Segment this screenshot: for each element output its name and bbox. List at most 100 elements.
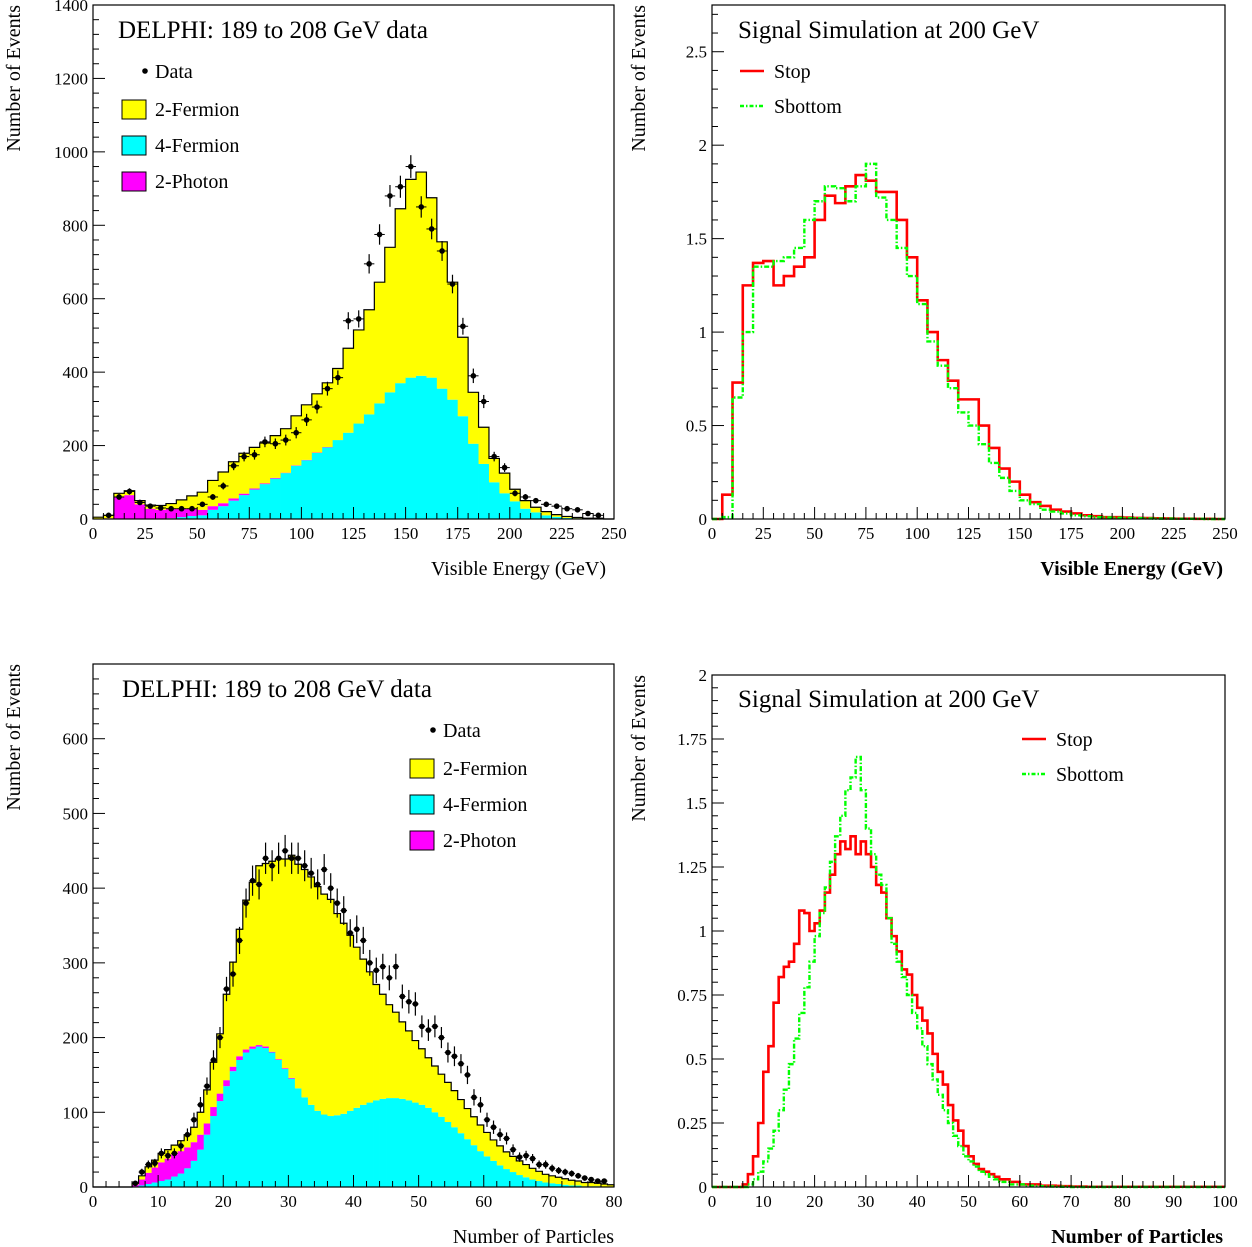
2-photon-bar — [259, 483, 271, 485]
2-fermion-bar — [346, 935, 354, 1111]
2-fermion-bar — [249, 882, 257, 1047]
2-photon-bar — [113, 496, 125, 519]
x-tick-label: 20 — [215, 1192, 232, 1211]
x-tick-label: 0 — [89, 1192, 98, 1211]
data-point — [189, 505, 195, 512]
x-tick-label: 10 — [150, 1192, 167, 1211]
4-fermion-bar — [280, 473, 292, 519]
data-point — [145, 1161, 152, 1168]
4-fermion-bar — [535, 1181, 543, 1187]
data-point — [477, 1102, 484, 1108]
y-tick-label: 0 — [80, 1178, 89, 1197]
2-photon-bar — [218, 503, 229, 507]
2-fermion-bar — [197, 492, 209, 510]
x-tick-label: 150 — [1007, 524, 1033, 543]
4-fermion-bar — [425, 1107, 433, 1187]
2-fermion-bar — [374, 282, 386, 404]
data-point — [295, 855, 301, 862]
legend-data-marker — [142, 68, 148, 74]
2-fermion-bar — [607, 1184, 615, 1187]
2-fermion-bar — [395, 208, 406, 384]
data-point — [399, 993, 406, 1000]
data-point — [562, 1169, 568, 1175]
x-tick-label: 70 — [540, 1192, 557, 1211]
x-tick-label: 250 — [1212, 524, 1238, 543]
data-point — [458, 1060, 464, 1067]
y-tick-label: 0 — [80, 510, 89, 529]
stop-histogram-line — [712, 173, 1225, 521]
2-photon-bar — [236, 1056, 244, 1060]
2-photon-bar — [275, 1059, 283, 1060]
2-fermion-bar — [392, 1012, 400, 1099]
4-fermion-bar — [366, 1102, 374, 1187]
2-photon-bar — [203, 1123, 211, 1135]
2-fermion-bar — [270, 435, 281, 478]
total-mc-outline — [92, 171, 614, 520]
x-axis-title: Number of Particles — [453, 1226, 614, 1247]
data-point — [171, 1150, 178, 1157]
2-fermion-bar — [496, 1145, 504, 1166]
2-fermion-bar — [314, 886, 322, 1111]
legend: Stop Sbottom — [1022, 729, 1124, 786]
data-point — [516, 1154, 523, 1160]
4-fermion-bar — [468, 443, 479, 519]
2-fermion-bar — [530, 507, 542, 513]
y-tick-label: 2 — [699, 136, 708, 155]
2-fermion-bar — [541, 511, 552, 516]
data-point — [397, 183, 404, 190]
x-tick-label: 10 — [755, 1192, 772, 1211]
4-fermion-bar — [171, 1176, 179, 1187]
4-fermion-bar — [229, 1071, 237, 1187]
x-tick-label: 30 — [280, 1192, 297, 1211]
2-fermion-bar — [322, 382, 334, 448]
y-tick-label: 500 — [63, 804, 89, 823]
data-point — [439, 248, 445, 254]
4-fermion-bar — [457, 416, 469, 519]
data-point — [262, 855, 269, 862]
data-point — [432, 1023, 438, 1030]
legend-swatch — [409, 794, 435, 815]
x-axis-title: Visible Energy (GeV) — [431, 558, 606, 580]
2-photon-bar — [134, 504, 146, 519]
x-tick-label: 175 — [1058, 524, 1084, 543]
x-tick-label: 225 — [549, 524, 575, 543]
data-point — [366, 261, 372, 267]
4-fermion-bar — [270, 478, 281, 519]
2-photon-bar — [228, 498, 240, 501]
2-fermion-bar — [499, 473, 511, 494]
2-fermion-bar — [581, 1182, 589, 1187]
2-fermion-bar — [483, 1132, 491, 1157]
legend-label: 4-Fermion — [443, 794, 527, 816]
data-point — [223, 986, 230, 992]
data-point — [471, 1094, 477, 1101]
4-fermion-bar — [322, 447, 334, 519]
data-point — [314, 881, 321, 888]
y-tick-label: 400 — [63, 363, 89, 382]
data-point — [132, 1180, 139, 1187]
data-point — [272, 440, 279, 447]
4-fermion-bar — [490, 1160, 498, 1187]
4-fermion-bar — [255, 1046, 263, 1187]
2-fermion-bar — [294, 864, 302, 1089]
data-point — [555, 1167, 562, 1174]
x-tick-label: 50 — [189, 524, 206, 543]
2-fermion-bar — [405, 1030, 413, 1101]
4-fermion-bar — [186, 516, 198, 519]
4-fermion-bar — [164, 1179, 172, 1187]
x-axis-title: Number of Particles — [1051, 1226, 1223, 1247]
2-fermion-bar — [600, 1184, 608, 1187]
x-tick-label: 50 — [960, 1192, 977, 1211]
2-fermion-bar — [574, 1181, 582, 1186]
2-photon-bar — [145, 1172, 153, 1185]
data-point — [601, 1178, 608, 1184]
x-tick-label: 100 — [1212, 1192, 1238, 1211]
2-fermion-bar — [307, 876, 315, 1105]
4-fermion-bar — [218, 506, 229, 519]
2-photon-bar — [249, 1046, 257, 1049]
legend-label: 2-Photon — [155, 171, 228, 193]
x-tick-label: 90 — [1165, 1192, 1182, 1211]
4-fermion-bar — [177, 1173, 185, 1187]
legend: Data 2-Fermion 4-Fermion 2-Photon — [121, 61, 239, 193]
data-point — [301, 862, 308, 869]
4-fermion-bar — [363, 414, 375, 519]
